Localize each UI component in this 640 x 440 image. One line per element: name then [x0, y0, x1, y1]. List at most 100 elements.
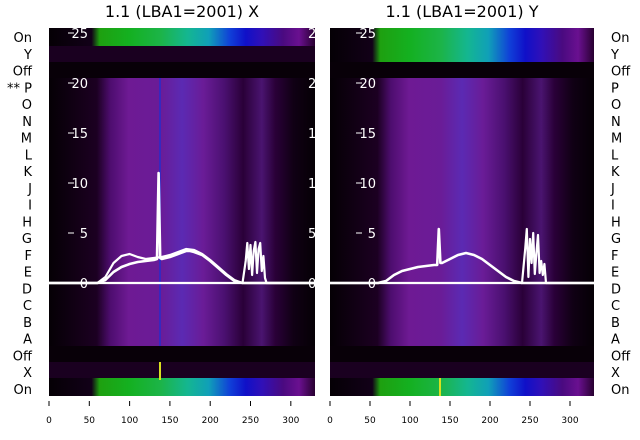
row-label: M	[21, 132, 32, 147]
x-band	[49, 362, 315, 378]
row-label: L	[25, 148, 33, 163]
x-band	[330, 362, 594, 378]
heatmap	[49, 28, 315, 396]
y-tick-label-ghost: 5	[308, 227, 316, 242]
y-tick-label-ghost: 10	[308, 177, 325, 192]
row-label: H	[22, 215, 32, 230]
y-tick-label: 10	[71, 177, 88, 192]
x-tick-label: 150	[161, 416, 178, 426]
x-tick-label: 300	[282, 416, 299, 426]
row-label: J	[610, 182, 615, 197]
row-label: K	[611, 165, 620, 180]
row-label: On	[611, 383, 629, 398]
row-label: K	[23, 165, 32, 180]
row-label: I	[611, 199, 615, 214]
row-label: P	[611, 81, 619, 96]
x-tick-label: 200	[481, 416, 498, 426]
x-tick-label: 250	[521, 416, 538, 426]
y-tick-label: 20	[71, 77, 88, 92]
x-axis-ticks: 0 50 100 150 200 250 300	[327, 401, 579, 426]
row-label: On	[14, 383, 32, 398]
row-label: X	[611, 366, 620, 381]
y-tick-label: 0	[368, 277, 376, 292]
y-tick-label-ghost: 25	[308, 27, 325, 42]
row-label: C	[23, 299, 32, 314]
x-tick-label: 100	[401, 416, 418, 426]
x-tick-label: 250	[242, 416, 259, 426]
row-label: N	[22, 115, 32, 130]
overlay-y-ticks-ghost: 0 5 10 15 20 25	[308, 27, 325, 292]
row-label: On	[611, 31, 629, 46]
on-band-top	[49, 28, 315, 46]
x-tick-label: 200	[202, 416, 219, 426]
row-label: M	[611, 132, 622, 147]
interference-line-on	[439, 378, 441, 396]
row-label: I	[28, 199, 32, 214]
panel-title: 1.1 (LBA1=2001) Y	[385, 2, 538, 21]
y-tick-label: 20	[359, 77, 376, 92]
x-tick-label: 50	[364, 416, 376, 426]
row-label: Off	[13, 349, 33, 364]
row-label: C	[611, 299, 620, 314]
x-tick-label: 0	[327, 416, 333, 426]
row-label: J	[27, 182, 32, 197]
y-tick-label: 10	[359, 177, 376, 192]
antenna-rows	[49, 78, 315, 346]
x-axis-ticks: 0 50 100 150 200 250 300	[46, 401, 300, 426]
y-tick-label-ghost: 0	[308, 277, 316, 292]
overlay-y-ticks: 0 5 10 15 20 25	[68, 27, 88, 292]
y-band	[49, 46, 315, 62]
heatmap	[330, 28, 594, 396]
overlay-y-ticks: 0 5 10 15 20 25	[356, 27, 376, 292]
row-label: A	[611, 333, 620, 348]
y-tick-label: 0	[80, 277, 88, 292]
y-tick-label: 25	[71, 27, 88, 42]
row-label: F	[25, 249, 32, 264]
row-label: H	[611, 215, 621, 230]
overlay-lines	[330, 227, 594, 285]
row-label: O	[22, 98, 32, 113]
row-label: F	[611, 249, 618, 264]
row-label: Off	[13, 65, 33, 80]
overlay-line	[330, 227, 594, 285]
row-label: G	[22, 232, 32, 247]
row-label: E	[24, 266, 32, 281]
row-label: L	[611, 148, 619, 163]
overlay-lines	[49, 171, 315, 285]
x-tick-label: 0	[46, 416, 52, 426]
row-label: G	[611, 232, 621, 247]
panel-title: 1.1 (LBA1=2001) X	[105, 2, 259, 21]
row-label: Off	[611, 349, 631, 364]
row-label: O	[611, 98, 621, 113]
row-label: B	[611, 316, 620, 331]
off-band-bottom	[49, 346, 315, 362]
overlay-line	[49, 247, 315, 285]
off-band-top	[49, 62, 315, 78]
row-label: Y	[610, 48, 619, 63]
on-band-bottom	[330, 378, 594, 396]
row-label: N	[611, 115, 621, 130]
y-tick-label-ghost: 20	[308, 77, 325, 92]
on-band-top	[330, 28, 594, 62]
y-tick-label-ghost: 15	[308, 127, 325, 142]
on-band-bottom	[49, 378, 315, 396]
y-tick-label: 25	[359, 27, 376, 42]
row-label: D	[611, 282, 621, 297]
row-label: Off	[611, 65, 631, 80]
row-label: ** P	[7, 81, 32, 96]
row-label: D	[22, 282, 32, 297]
overlay-line	[330, 227, 594, 285]
overlay-line	[49, 240, 315, 285]
off-band-bottom	[330, 346, 594, 362]
row-label: On	[14, 31, 32, 46]
x-tick-label: 150	[441, 416, 458, 426]
x-tick-label: 100	[121, 416, 138, 426]
y-tick-label: 15	[359, 127, 376, 142]
panel-y: 1.1 (LBA1=2001) Y OnYOffPONMLKJIHGFEDCBA…	[327, 2, 631, 426]
off-band-top	[330, 62, 594, 78]
x-tick-label: 50	[84, 416, 96, 426]
